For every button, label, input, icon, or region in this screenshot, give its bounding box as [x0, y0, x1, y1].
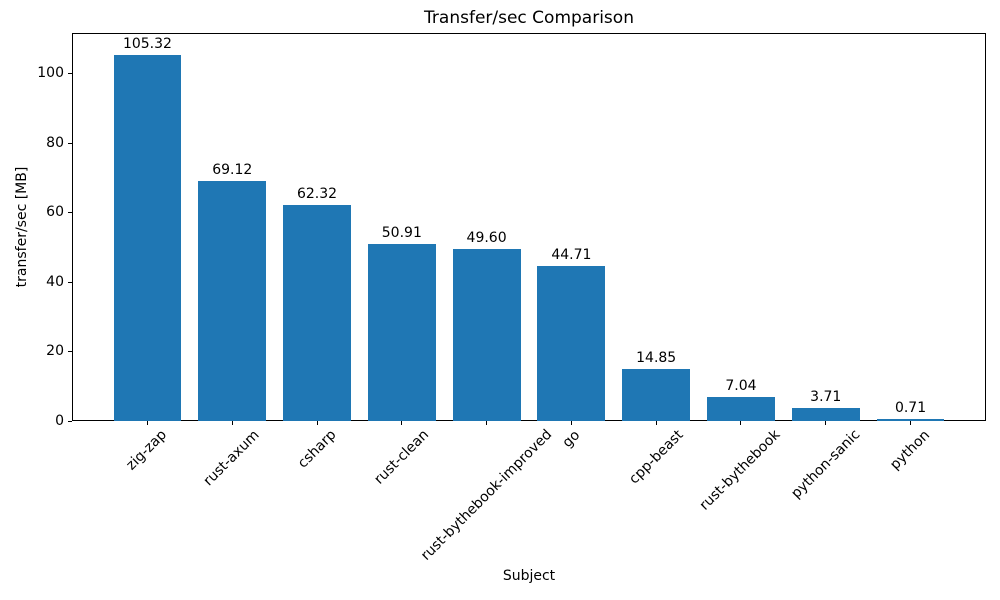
- x-tick-label: go: [559, 426, 584, 451]
- bar-value-rust-bythebook: 7.04: [725, 377, 757, 394]
- x-tick-mark: [486, 421, 488, 425]
- bar-value-rust-clean: 50.91: [381, 225, 422, 242]
- bar-rust-bythebook-improved: [452, 248, 521, 421]
- bar-value-rust-axum: 69.12: [212, 162, 253, 179]
- x-tick-mark: [146, 421, 148, 425]
- x-tick-label: cpp-beast: [625, 426, 687, 488]
- x-axis-label: Subject: [502, 568, 556, 584]
- x-tick-mark: [825, 421, 827, 425]
- y-tick-mark: [68, 142, 72, 144]
- x-tick-label: csharp: [294, 426, 340, 472]
- bar-cpp-beast: [622, 369, 691, 421]
- bar-value-python: 0.71: [894, 399, 927, 416]
- x-tick-label: zig-zap: [123, 426, 171, 474]
- x-tick-label: rust-axum: [200, 427, 263, 490]
- y-axis-label: transfer/sec [MB]: [14, 166, 30, 288]
- y-tick-label: 100: [37, 65, 64, 82]
- x-tick-mark: [570, 421, 572, 425]
- y-tick-mark: [68, 420, 72, 422]
- y-tick-mark: [68, 73, 72, 75]
- y-tick-label: 0: [55, 412, 64, 429]
- bar-python-sanic: [791, 408, 860, 421]
- x-tick-mark: [231, 421, 233, 425]
- x-tick-mark: [740, 421, 742, 425]
- y-tick-mark: [68, 351, 72, 353]
- bar-value-cpp-beast: 14.85: [636, 350, 677, 367]
- x-tick-mark: [316, 421, 318, 425]
- y-tick-label: 40: [46, 273, 64, 290]
- chart-title: Transfer/sec Comparison: [424, 8, 634, 28]
- x-tick-label: rust-clean: [371, 426, 432, 488]
- x-tick-mark: [910, 421, 912, 425]
- x-tick-mark: [655, 421, 657, 425]
- y-tick-mark: [68, 281, 72, 283]
- y-tick-label: 20: [46, 343, 64, 360]
- bar-rust-axum: [198, 181, 267, 421]
- x-tick-label: python-sanic: [787, 426, 864, 503]
- y-tick-mark: [68, 212, 72, 214]
- x-tick-label: python: [887, 426, 934, 473]
- bar-zig-zap: [113, 55, 182, 421]
- bar-value-zig-zap: 105.32: [122, 36, 172, 53]
- bar-rust-clean: [367, 244, 436, 421]
- y-tick-label: 60: [46, 204, 64, 221]
- bar-python: [876, 418, 945, 421]
- bar-value-rust-bythebook-improved: 49.60: [466, 229, 507, 246]
- x-tick-label: rust-bythebook: [697, 427, 784, 514]
- bar-value-python-sanic: 3.71: [810, 389, 842, 406]
- x-tick-mark: [401, 421, 403, 425]
- bar-csharp: [283, 204, 351, 421]
- bar-rust-bythebook: [707, 396, 775, 421]
- bar-value-csharp: 62.32: [296, 185, 338, 202]
- x-tick-label: rust-bythebook-improved: [417, 426, 555, 565]
- bar-value-go: 44.71: [551, 246, 592, 263]
- y-tick-label: 80: [46, 134, 64, 151]
- bar-go: [537, 265, 606, 421]
